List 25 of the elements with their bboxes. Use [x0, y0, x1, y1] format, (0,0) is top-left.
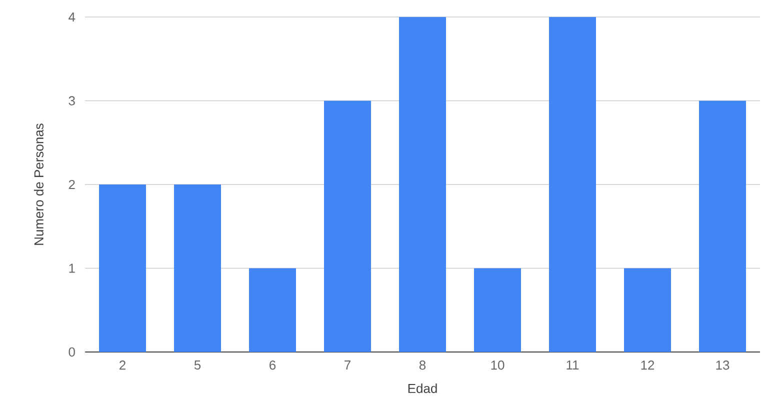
x-tick-label: 11: [566, 360, 579, 370]
y-tick-label: 0: [68, 347, 75, 357]
bar: [249, 268, 296, 352]
x-tick-label: 12: [641, 360, 654, 370]
bar: [399, 16, 446, 352]
x-tick-label: 5: [194, 360, 201, 370]
bar: [474, 268, 521, 352]
x-axis-title: Edad: [408, 384, 437, 394]
x-tick-label: 6: [270, 360, 276, 370]
y-tick-label: 1: [69, 264, 75, 273]
y-tick-label: 4: [68, 12, 76, 22]
bar: [549, 16, 596, 352]
bar: [174, 184, 222, 352]
x-tick-label: 13: [716, 360, 730, 370]
bar: [324, 100, 372, 352]
x-tick-label: 8: [419, 360, 426, 370]
y-axis-title: Numero de Personas: [34, 124, 44, 245]
bar: [99, 184, 146, 352]
x-tick-label: 7: [344, 360, 350, 370]
x-tick-label: 2: [120, 360, 126, 370]
bar: [699, 100, 746, 352]
bar: [624, 268, 671, 352]
y-tick-label: 2: [68, 180, 75, 190]
y-tick-label: 3: [68, 96, 75, 106]
x-tick-label: 10: [491, 360, 504, 370]
